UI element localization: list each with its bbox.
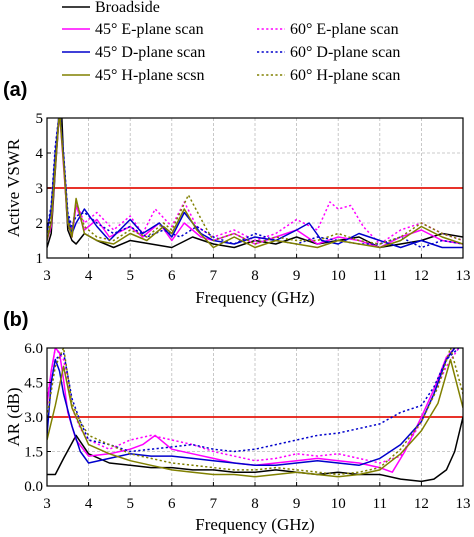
y-tick-label: 1 (36, 251, 44, 267)
legend-label-60-d-plane-scan: 60° D-plane scan (290, 44, 400, 61)
x-tick-label: 12 (414, 268, 429, 284)
legend-label-60-h-plane-scan: 60° H-plane scan (290, 67, 400, 84)
y-tick-label: 4.5 (24, 376, 43, 392)
y-tick-label: 2 (36, 216, 44, 232)
x-axis-label: Frequency (GHz) (195, 288, 314, 307)
y-axis-label: AR (dB) (4, 387, 23, 446)
x-tick-label: 5 (126, 268, 134, 284)
x-tick-label: 9 (293, 268, 301, 284)
x-tick-label: 6 (168, 496, 176, 512)
y-tick-label: 4 (36, 146, 44, 162)
legend-label-45-e-plane-scan: 45° E-plane scan (95, 21, 204, 38)
series-line-60-d-plane-scan (47, 348, 460, 453)
series-line-60-h-plane-scan (47, 348, 463, 476)
legend-label-45-d-plane-scan: 45° D-plane scan (95, 44, 205, 61)
series-line-60-e-plane-scan (47, 348, 460, 464)
y-tick-label: 3.0 (24, 410, 43, 426)
x-tick-label: 13 (456, 268, 471, 284)
x-tick-label: 9 (293, 496, 301, 512)
x-tick-label: 10 (331, 268, 346, 284)
x-tick-label: 11 (373, 496, 387, 512)
y-tick-label: 5 (36, 111, 44, 127)
series-line-45-h-plane-scsn (47, 358, 463, 478)
y-tick-label: 0.0 (24, 479, 43, 495)
x-tick-label: 4 (85, 268, 93, 284)
panel-label: (b) (3, 309, 29, 331)
x-tick-label: 10 (331, 496, 346, 512)
series-line-45-h-plane-scsn (47, 118, 463, 249)
x-tick-label: 8 (251, 496, 259, 512)
series-line-45-e-plane-scan (47, 348, 456, 473)
x-tick-label: 6 (168, 268, 176, 284)
series-line-45-d-plane-scan (47, 348, 456, 467)
legend-label-broadside: Broadside (95, 0, 160, 16)
series-group (47, 348, 463, 483)
x-tick-label: 7 (210, 496, 218, 512)
x-tick-label: 3 (43, 496, 51, 512)
panel-b: (b) 3 4 5 6 7 8 9 10 11 12 13 0.0 1.5 3.0 4.5 6.0 Frequen… (3, 309, 471, 534)
y-axis-label: Active VSWR (4, 138, 23, 237)
x-tick-label: 12 (414, 496, 429, 512)
legend-label-45-h-plane-scsn: 45° H-plane scsn (95, 67, 204, 84)
legend-label-60-e-plane-scan: 60° E-plane scan (290, 21, 399, 38)
legend: Broadside 45° E-plane scan 60° E-plane sca… (62, 0, 400, 84)
y-tick-label: 6.0 (24, 341, 43, 357)
x-tick-label: 11 (373, 268, 387, 284)
series-line-60-h-plane-scan (47, 118, 463, 245)
series-line-60-e-plane-scan (47, 118, 463, 245)
series-line-broadside (47, 416, 463, 483)
panel-label: (a) (3, 79, 27, 101)
x-tick-label: 13 (456, 496, 471, 512)
series-group (47, 118, 463, 249)
x-tick-label: 8 (251, 268, 259, 284)
y-tick-label: 3 (36, 181, 44, 197)
x-tick-label: 7 (210, 268, 218, 284)
x-tick-label: 4 (85, 496, 93, 512)
y-tick-label: 1.5 (24, 445, 43, 461)
x-tick-label: 5 (126, 496, 134, 512)
x-axis-label: Frequency (GHz) (195, 515, 314, 534)
x-tick-label: 3 (43, 268, 51, 284)
